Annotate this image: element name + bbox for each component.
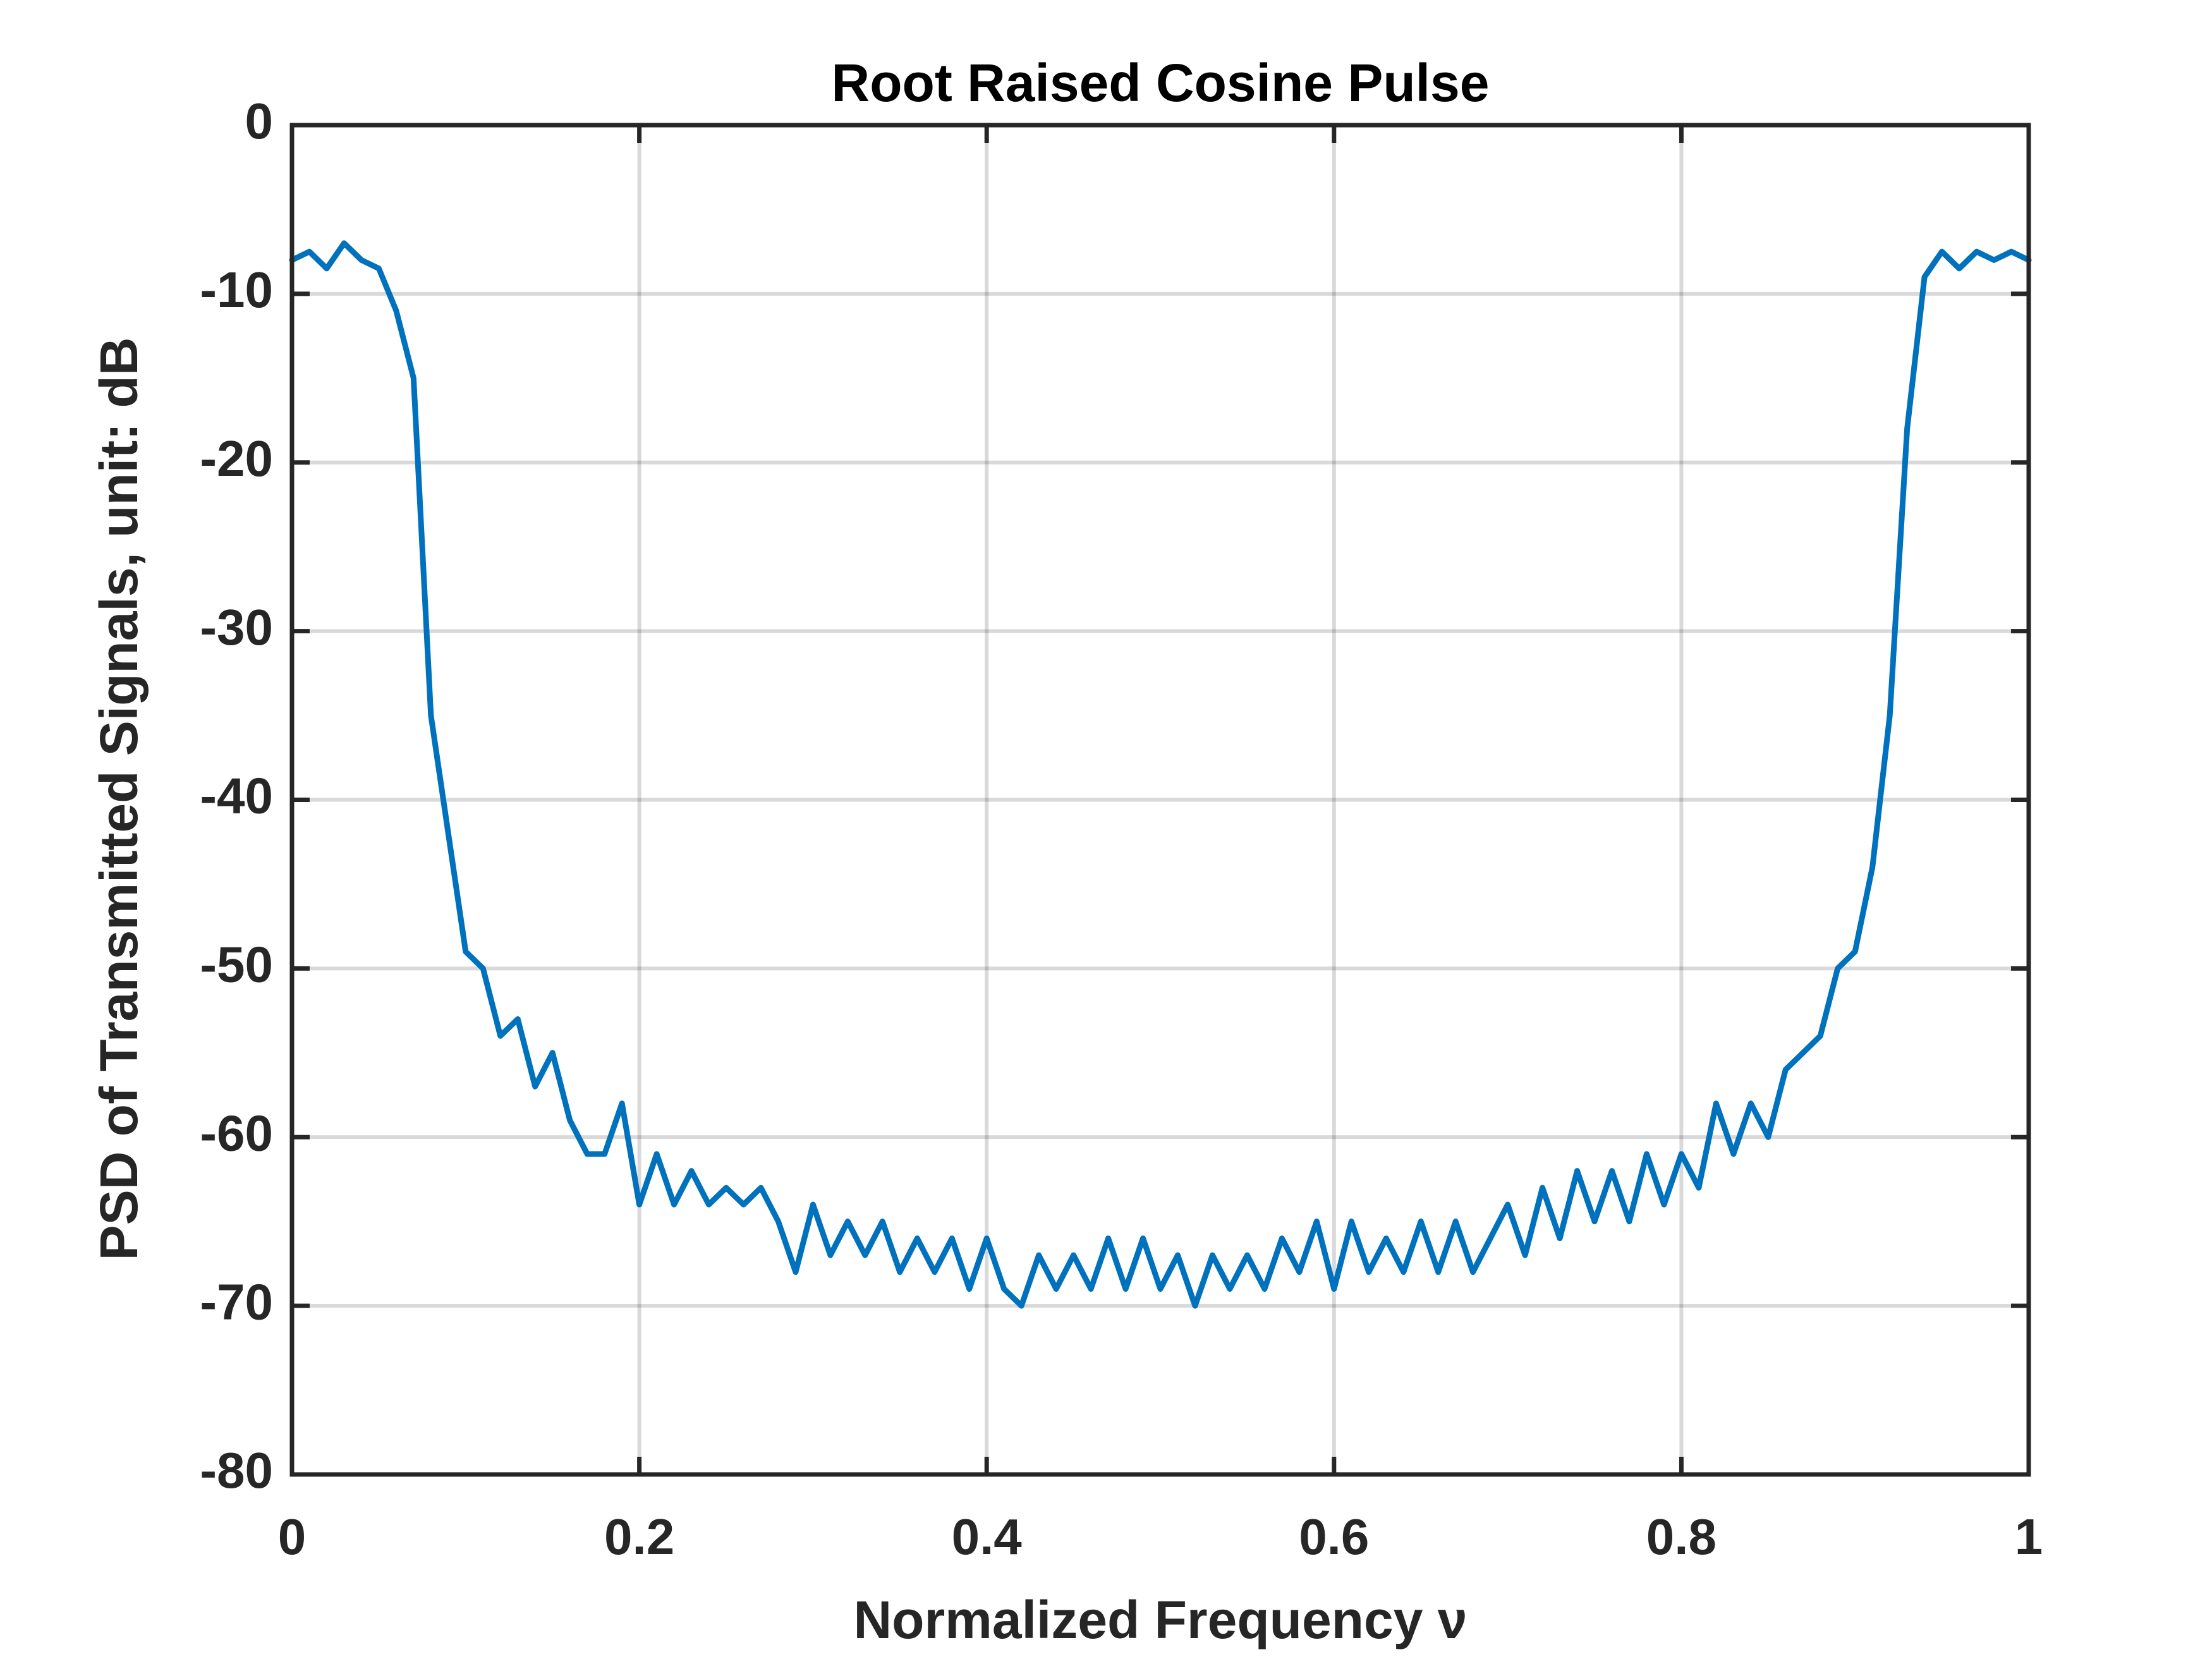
y-tick-label: -20 <box>200 430 273 487</box>
x-tick-label: 0.8 <box>1646 1509 1717 1565</box>
x-tick-label: 1 <box>2015 1509 2043 1565</box>
x-tick-label: 0.6 <box>1299 1509 1369 1565</box>
x-tick-label: 0.2 <box>604 1509 674 1565</box>
y-tick-label: -80 <box>200 1442 273 1498</box>
x-axis-label: Normalized Frequency ν <box>854 1590 1468 1650</box>
x-tick-label: 0.4 <box>952 1509 1023 1565</box>
plot-frame <box>289 123 2031 1477</box>
y-axis-label: PSD of Transmitted Signals, unit: dB <box>89 337 149 1261</box>
y-tick-label: 0 <box>245 93 274 149</box>
y-tick-label: -60 <box>200 1105 273 1161</box>
y-tick-label: -40 <box>200 768 273 824</box>
data-line <box>289 240 2032 1309</box>
y-tick-label: -70 <box>200 1273 273 1330</box>
x-tick-label: 0 <box>278 1509 307 1565</box>
y-tick-label: -30 <box>200 599 273 655</box>
y-tick-label: -10 <box>200 262 273 318</box>
chart-title: Root Raised Cosine Pulse <box>832 53 1490 112</box>
y-tick-label: -50 <box>200 937 273 993</box>
